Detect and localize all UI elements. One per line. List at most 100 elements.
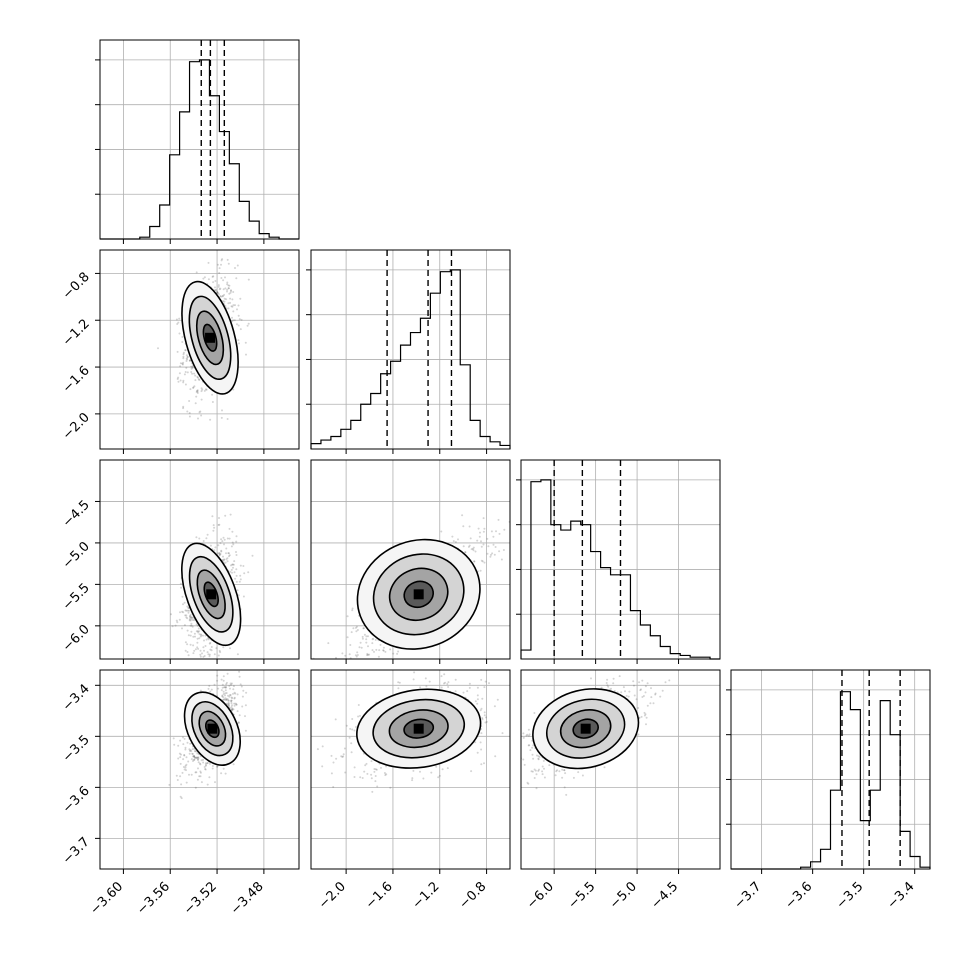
scatter-point	[199, 655, 202, 658]
scatter-point	[242, 689, 245, 692]
scatter-point	[178, 752, 181, 755]
scatter-point	[227, 694, 229, 697]
scatter-point	[224, 772, 227, 775]
scatter-point	[438, 774, 441, 777]
scatter-point	[179, 379, 182, 382]
scatter-point	[441, 768, 444, 771]
scatter-point	[189, 388, 192, 391]
scatter-point	[528, 733, 531, 736]
scatter-point	[299, 785, 301, 787]
scatter-point	[316, 748, 319, 751]
scatter-point	[223, 686, 226, 689]
scatter-point	[222, 690, 225, 693]
scatter-point	[211, 275, 214, 278]
scatter-point	[195, 623, 198, 626]
scatter-point	[220, 295, 223, 298]
scatter-point	[350, 667, 352, 669]
scatter-point	[179, 762, 182, 765]
scatter-point	[197, 627, 200, 630]
scatter-point	[229, 687, 231, 690]
scatter-point	[515, 693, 517, 695]
scatter-point	[232, 291, 235, 293]
panel-frame	[310, 249, 511, 450]
scatter-point	[348, 653, 351, 656]
scatter-point	[190, 666, 192, 668]
scatter-point	[637, 733, 640, 736]
scatter-point	[176, 779, 179, 781]
scatter-point	[232, 566, 234, 569]
scatter-point	[228, 684, 231, 687]
scatter-point	[473, 560, 476, 563]
scatter-point	[488, 682, 490, 685]
scatter-point	[373, 768, 376, 770]
scatter-point	[492, 535, 495, 538]
scatter-point	[192, 644, 195, 647]
scatter-point	[180, 753, 182, 756]
scatter-point	[197, 759, 199, 761]
scatter-point	[230, 683, 232, 686]
scatter-point	[175, 619, 178, 622]
scatter-point	[346, 615, 349, 618]
scatter-point	[196, 646, 199, 649]
scatter-point	[176, 621, 179, 624]
scatter-point	[193, 758, 196, 761]
scatter-point	[172, 737, 175, 740]
scatter-point	[230, 706, 233, 708]
scatter-point	[382, 646, 385, 649]
density-panel-1-0	[99, 249, 300, 457]
scatter-point	[227, 262, 230, 265]
scatter-point	[355, 726, 357, 728]
scatter-point	[236, 323, 238, 326]
scatter-point	[344, 654, 347, 657]
scatter-point	[175, 774, 178, 777]
scatter-point	[218, 552, 221, 555]
scatter-point	[226, 418, 229, 420]
scatter-point	[222, 288, 225, 291]
scatter-point	[202, 646, 205, 649]
scatter-point	[200, 387, 203, 390]
scatter-point	[224, 692, 227, 695]
density-panel-3-2	[520, 669, 721, 870]
scatter-point	[330, 683, 332, 685]
scatter-point	[483, 762, 485, 765]
scatter-point	[232, 685, 235, 688]
scatter-point	[212, 281, 215, 284]
scatter-point	[191, 372, 194, 375]
scatter-point	[230, 699, 233, 702]
scatter-point	[192, 755, 194, 758]
scatter-point	[183, 601, 186, 604]
scatter-point	[377, 655, 380, 658]
scatter-point	[225, 298, 228, 301]
scatter-point	[649, 702, 652, 705]
scatter-point	[419, 770, 421, 773]
scatter-point	[374, 638, 377, 641]
scatter-point	[223, 297, 226, 300]
scatter-point	[542, 759, 545, 762]
panel-frame	[99, 459, 300, 660]
scatter-point	[227, 703, 230, 706]
scatter-point	[170, 613, 172, 616]
scatter-point	[197, 756, 200, 759]
scatter-point	[231, 316, 233, 319]
scatter-point	[224, 686, 227, 689]
scatter-point	[229, 297, 232, 300]
scatter-point	[203, 455, 205, 457]
scatter-point	[214, 286, 216, 289]
scatter-point	[204, 768, 207, 771]
scatter-point	[225, 552, 227, 555]
scatter-point	[230, 700, 233, 703]
scatter-point	[191, 748, 194, 751]
scatter-point	[189, 634, 192, 637]
scatter-point	[188, 400, 191, 402]
scatter-point	[237, 721, 240, 724]
scatter-point	[224, 689, 227, 692]
scatter-point	[202, 634, 204, 637]
scatter-point	[195, 771, 198, 774]
scatter-point	[230, 708, 233, 711]
scatter-point	[185, 781, 188, 784]
scatter-point	[232, 692, 234, 695]
scatter-point	[332, 786, 335, 788]
scatter-point	[430, 771, 433, 774]
scatter-point	[361, 635, 364, 638]
scatter-point	[342, 753, 345, 756]
